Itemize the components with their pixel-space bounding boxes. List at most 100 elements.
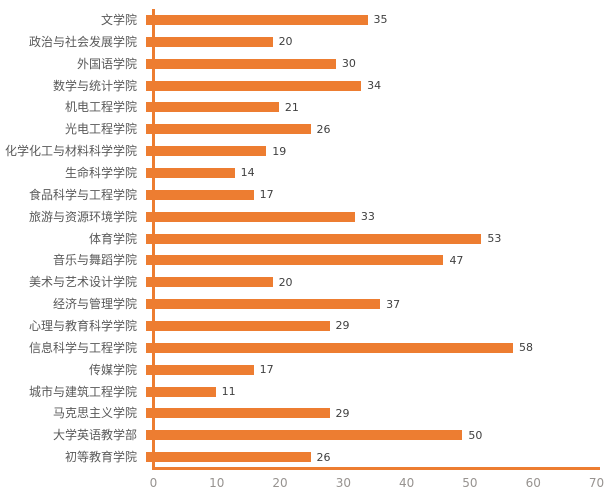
category-label: 心理与教育科学学院 bbox=[28, 318, 137, 333]
value-label: 26 bbox=[316, 450, 331, 464]
category-label: 生命科学学院 bbox=[64, 165, 137, 180]
category-label: 机电工程学院 bbox=[64, 100, 137, 115]
value-label: 29 bbox=[335, 319, 350, 333]
value-label: 20 bbox=[278, 275, 293, 289]
bar bbox=[146, 364, 254, 375]
bar-row: 文学院 35 bbox=[0, 9, 608, 31]
bar-track: 20 bbox=[146, 271, 608, 293]
bar-row: 光电工程学院 26 bbox=[0, 118, 608, 140]
bar bbox=[146, 102, 279, 113]
bar-row: 音乐与舞蹈学院 47 bbox=[0, 249, 608, 271]
category-label: 食品科学与工程学院 bbox=[28, 187, 137, 202]
bar-row: 食品科学与工程学院 17 bbox=[0, 184, 608, 206]
category-label: 马克思主义学院 bbox=[52, 406, 137, 421]
bar-track: 17 bbox=[146, 359, 608, 381]
bar-row: 信息科学与工程学院 58 bbox=[0, 337, 608, 359]
bar-track: 33 bbox=[146, 206, 608, 228]
bar-track: 35 bbox=[146, 9, 608, 31]
bar bbox=[146, 299, 381, 310]
value-label: 50 bbox=[468, 428, 483, 442]
value-label: 30 bbox=[341, 57, 356, 71]
value-label: 17 bbox=[259, 188, 274, 202]
bar bbox=[146, 14, 368, 25]
category-label: 政治与社会发展学院 bbox=[28, 34, 137, 49]
bar bbox=[146, 430, 463, 441]
bar bbox=[146, 36, 273, 47]
x-tick-label: 40 bbox=[399, 476, 415, 490]
bar-row: 化学化工与材料科学学院 19 bbox=[0, 140, 608, 162]
bar-track: 29 bbox=[146, 402, 608, 424]
bar-row: 美术与艺术设计学院 20 bbox=[0, 271, 608, 293]
bar bbox=[146, 386, 216, 397]
bar-track: 53 bbox=[146, 228, 608, 250]
value-label: 35 bbox=[373, 13, 388, 27]
bar-track: 47 bbox=[146, 249, 608, 271]
bar-row: 经济与管理学院 37 bbox=[0, 293, 608, 315]
bar-track: 14 bbox=[146, 162, 608, 184]
category-label: 光电工程学院 bbox=[64, 122, 137, 137]
bar-track: 29 bbox=[146, 315, 608, 337]
x-axis-line bbox=[152, 467, 600, 470]
category-label: 传媒学院 bbox=[88, 362, 137, 377]
bar bbox=[146, 80, 362, 91]
bar-track: 21 bbox=[146, 96, 608, 118]
category-label: 初等教育学院 bbox=[64, 450, 137, 465]
category-label: 美术与艺术设计学院 bbox=[28, 275, 137, 290]
value-label: 11 bbox=[221, 385, 236, 399]
bar-row: 外国语学院 30 bbox=[0, 53, 608, 75]
bar-row: 城市与建筑工程学院 11 bbox=[0, 381, 608, 403]
category-label: 体育学院 bbox=[88, 231, 137, 246]
bar-track: 50 bbox=[146, 424, 608, 446]
bar bbox=[146, 408, 330, 419]
bar bbox=[146, 211, 355, 222]
category-label: 数学与统计学院 bbox=[52, 78, 137, 93]
bar-track: 26 bbox=[146, 446, 608, 468]
value-label: 21 bbox=[284, 100, 299, 114]
x-tick-label: 20 bbox=[272, 476, 288, 490]
bar-row: 大学英语教学部 50 bbox=[0, 424, 608, 446]
bar bbox=[146, 233, 482, 244]
bar-row: 数学与统计学院 34 bbox=[0, 75, 608, 97]
bar bbox=[146, 320, 330, 331]
category-label: 信息科学与工程学院 bbox=[28, 340, 137, 355]
bar-track: 17 bbox=[146, 184, 608, 206]
value-label: 37 bbox=[386, 297, 401, 311]
bar bbox=[146, 189, 254, 200]
value-label: 34 bbox=[367, 79, 382, 92]
x-axis-ticks: 0 10 20 30 40 50 60 70 bbox=[0, 477, 608, 493]
bar-rows: 文学院 35 政治与社会发展学院 20 外国语学院 30 数学与统计学院 34 机电工程学院 21… bbox=[0, 9, 608, 468]
value-label: 47 bbox=[449, 253, 464, 267]
value-label: 20 bbox=[278, 35, 293, 49]
category-label: 经济与管理学院 bbox=[52, 297, 137, 312]
bar-track: 26 bbox=[146, 118, 608, 140]
bar-row: 初等教育学院 26 bbox=[0, 446, 608, 468]
x-tick-label: 0 bbox=[149, 476, 158, 490]
bar-row: 旅游与资源环境学院 33 bbox=[0, 206, 608, 228]
bar bbox=[146, 146, 267, 157]
bar bbox=[146, 167, 235, 178]
bar-track: 11 bbox=[146, 381, 608, 403]
bar-track: 37 bbox=[146, 293, 608, 315]
value-label: 14 bbox=[240, 166, 255, 180]
value-label: 33 bbox=[360, 210, 375, 224]
x-tick-label: 50 bbox=[462, 476, 478, 490]
bar bbox=[146, 255, 444, 266]
bar-track: 34 bbox=[146, 75, 608, 97]
bar-row: 体育学院 53 bbox=[0, 228, 608, 250]
category-label: 文学院 bbox=[100, 12, 137, 27]
x-tick-label: 30 bbox=[335, 476, 351, 490]
category-label: 旅游与资源环境学院 bbox=[28, 209, 137, 224]
value-label: 26 bbox=[316, 122, 331, 136]
x-tick-label: 70 bbox=[588, 476, 605, 490]
bar-track: 30 bbox=[146, 53, 608, 75]
bar-row: 传媒学院 17 bbox=[0, 359, 608, 381]
value-label: 29 bbox=[335, 406, 350, 420]
category-label: 大学英语教学部 bbox=[52, 428, 137, 443]
value-label: 53 bbox=[487, 232, 502, 246]
bar bbox=[146, 124, 311, 135]
bar bbox=[146, 277, 273, 288]
bar-row: 心理与教育科学学院 29 bbox=[0, 315, 608, 337]
bar-track: 19 bbox=[146, 140, 608, 162]
value-label: 17 bbox=[259, 363, 274, 377]
